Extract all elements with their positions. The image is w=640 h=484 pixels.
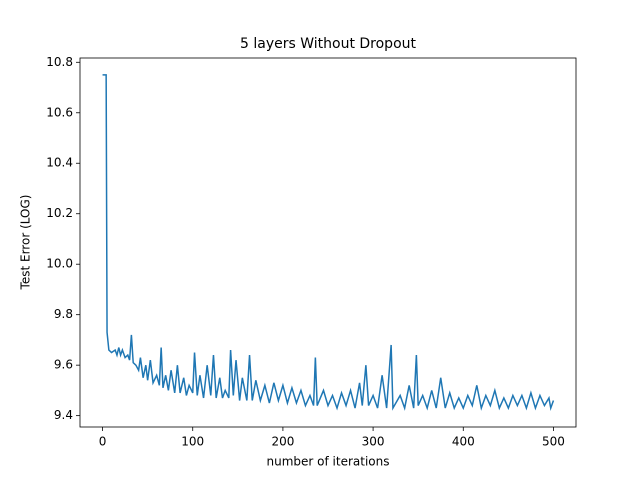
x-tick-label: 100 xyxy=(181,435,204,449)
x-tick-label: 0 xyxy=(99,435,107,449)
y-tick-label: 10.2 xyxy=(46,206,73,220)
y-tick-label: 9.6 xyxy=(54,358,73,372)
x-tick-label: 400 xyxy=(452,435,475,449)
y-tick-label: 10.6 xyxy=(46,105,73,119)
y-tick-label: 9.4 xyxy=(54,408,73,422)
x-axis-label: number of iterations xyxy=(267,455,390,469)
y-tick-label: 10.8 xyxy=(46,55,73,69)
x-tick-label: 500 xyxy=(542,435,565,449)
chart-title: 5 layers Without Dropout xyxy=(240,36,417,52)
y-tick-label: 9.8 xyxy=(54,307,73,321)
line-series xyxy=(102,74,555,411)
x-tick-label: 200 xyxy=(271,435,294,449)
plot-frame xyxy=(79,57,577,428)
y-tick-label: 10.0 xyxy=(46,257,73,271)
y-axis-label: Test Error (LOG) xyxy=(19,195,33,291)
y-tick-label: 10.4 xyxy=(46,156,73,170)
x-tick-label: 300 xyxy=(362,435,385,449)
